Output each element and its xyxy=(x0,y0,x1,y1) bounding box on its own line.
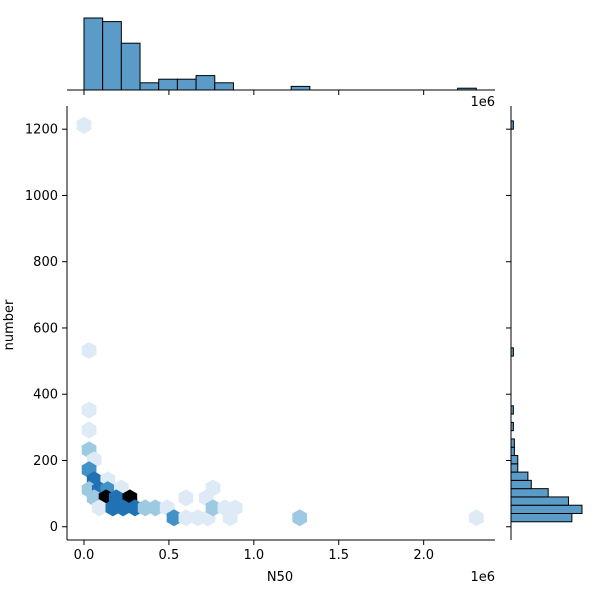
hexbin-cell xyxy=(81,421,97,439)
hexbin-cell xyxy=(205,499,221,517)
right-histogram xyxy=(506,106,583,540)
hexbin-cell xyxy=(166,509,182,527)
y-tick-label: 0 xyxy=(50,520,58,535)
right-hist-bar xyxy=(510,471,529,481)
x-axis-label: N50 xyxy=(267,570,293,585)
hexbin-cell xyxy=(178,489,194,507)
hexbin-cell xyxy=(205,479,221,497)
axes-layer: 0.0 0.5 1.0 1.5 2.0 0 200 400 600 800 1000 1200 xyxy=(25,106,495,563)
x-tick-label: 1.5 xyxy=(328,548,349,563)
right-hist-bar xyxy=(510,463,519,473)
hexbin-cell xyxy=(81,401,97,419)
hexbin-layer xyxy=(76,116,484,527)
right-hist-bar xyxy=(510,455,519,465)
hexbin-cell xyxy=(76,116,92,134)
right-hist-bar xyxy=(510,512,573,523)
hexbin-cell xyxy=(292,509,308,527)
top-hist-bar xyxy=(214,82,234,91)
top-histogram xyxy=(67,17,495,95)
x-multiplier-label: 1e6 xyxy=(470,570,495,585)
y-axis-label: number xyxy=(2,299,17,350)
hexbin-cell xyxy=(91,499,107,517)
x-tick-label: 0.0 xyxy=(74,548,95,563)
right-hist-bar xyxy=(510,488,549,498)
top-hist-bar xyxy=(195,75,216,91)
right-hist-bar xyxy=(510,496,569,506)
right-hist-bar xyxy=(510,504,583,514)
x-tick-label: 1.0 xyxy=(243,548,264,563)
hexbin-cell xyxy=(222,509,238,527)
right-hist-bar xyxy=(510,438,515,448)
top-hist-bar xyxy=(290,85,311,91)
right-hist-bar xyxy=(510,446,515,457)
y-tick-label: 1200 xyxy=(25,123,58,138)
y-tick-label: 400 xyxy=(33,388,58,403)
y-tick-label: 1000 xyxy=(25,189,58,204)
y-tick-label: 800 xyxy=(33,255,58,270)
top-hist-multiplier-label: 1e6 xyxy=(470,95,495,110)
right-hist-bar xyxy=(510,479,532,490)
top-hist-bar xyxy=(158,78,178,91)
hexbin-cell xyxy=(147,499,163,517)
hexbin-cell xyxy=(115,499,131,517)
hexbin-cell xyxy=(468,509,484,527)
x-tick-label: 2.0 xyxy=(413,548,434,563)
y-tick-label: 600 xyxy=(33,321,58,336)
top-hist-bar xyxy=(83,17,104,91)
y-tick-label: 200 xyxy=(33,454,58,469)
top-hist-bar xyxy=(102,21,122,91)
hexbin-cell xyxy=(178,509,194,527)
hexbin-cell xyxy=(81,342,97,359)
top-hist-bar xyxy=(139,82,160,91)
top-hist-bar xyxy=(176,78,197,91)
x-tick-label: 0.5 xyxy=(159,548,180,563)
top-hist-bar xyxy=(120,42,141,91)
